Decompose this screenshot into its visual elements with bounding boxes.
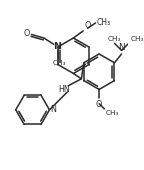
Text: HN: HN: [59, 85, 70, 94]
Text: N: N: [53, 42, 61, 51]
Text: N: N: [50, 105, 56, 114]
Text: CH₃: CH₃: [105, 110, 119, 116]
Text: CH₃: CH₃: [130, 36, 144, 41]
Text: N: N: [118, 43, 125, 52]
Text: CH₃: CH₃: [108, 36, 121, 41]
Text: O: O: [96, 100, 102, 109]
Text: CH₃: CH₃: [52, 60, 66, 66]
Text: O: O: [23, 29, 30, 38]
Text: O: O: [85, 21, 91, 30]
Text: CH₃: CH₃: [96, 18, 111, 27]
